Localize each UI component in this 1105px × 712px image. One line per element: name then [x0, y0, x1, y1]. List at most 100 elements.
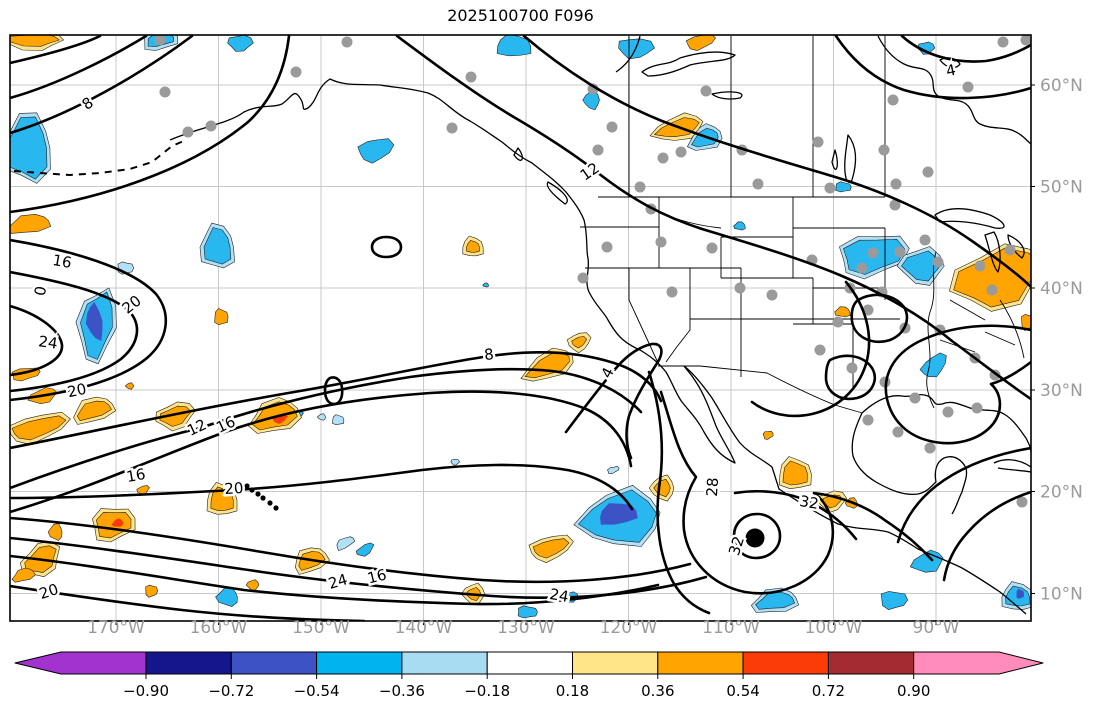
coastline-path — [1007, 234, 1025, 259]
station-dot — [601, 241, 613, 253]
contour-lines — [10, 35, 1031, 621]
colorbar-tick-label: −0.72 — [208, 682, 254, 700]
positive-anomaly-patch — [136, 485, 150, 496]
plot-title: 2025100700 F096 — [447, 6, 594, 25]
contour-line — [824, 354, 877, 401]
contour-label: 24 — [37, 332, 58, 352]
station-dot — [657, 152, 669, 164]
station-dot — [634, 181, 646, 193]
hawaii-island — [255, 491, 261, 497]
negative-anomaly-patch — [317, 413, 326, 421]
station-dot — [974, 260, 986, 272]
hawaii-island — [244, 483, 250, 489]
contour-line — [10, 35, 148, 100]
colorbar-labels: −0.90 −0.72 −0.54 −0.36 −0.18 0.18 0.36 0.54 0.7… — [123, 674, 930, 700]
y-axis-tick-label: 10°N — [1040, 585, 1083, 605]
state-border-path — [628, 36, 886, 197]
station-dot — [924, 442, 936, 454]
hawaii-island — [273, 505, 279, 511]
coastline-path — [984, 231, 1001, 273]
station-dots — [154, 35, 1031, 508]
coastline-path — [861, 393, 1031, 453]
contour-line — [10, 304, 64, 377]
positive-anomaly-patch — [10, 35, 60, 47]
anomaly-patch-core — [600, 503, 638, 525]
positive-anomaly-patch — [11, 415, 67, 441]
station-dot — [606, 121, 618, 133]
anomaly-patch-core — [111, 518, 124, 527]
x-axis-tick-label: 110°W — [702, 618, 760, 638]
positive-anomaly-patch — [214, 308, 229, 325]
contour-line — [733, 490, 858, 541]
negative-anomaly-patch — [835, 181, 852, 193]
colorbar-tick-label: 0.54 — [726, 682, 759, 700]
coastline-path — [993, 459, 1031, 473]
anomaly-patch-core — [85, 302, 103, 341]
station-dot — [962, 81, 974, 93]
positive-anomaly-patch — [159, 405, 192, 427]
state-borders — [580, 36, 1025, 414]
station-dot — [290, 66, 302, 78]
contour-line — [647, 370, 711, 615]
station-dot — [577, 272, 589, 284]
negative-anomaly-patch — [755, 591, 795, 610]
station-dot — [997, 36, 1009, 48]
coastline-path — [169, 78, 1027, 615]
positive-anomaly-patch — [11, 567, 36, 583]
state-border-path — [926, 251, 937, 409]
negative-anomaly-patch — [880, 591, 908, 610]
station-dot — [205, 120, 217, 132]
colorbar-segment — [486, 651, 573, 675]
contour-label: 16 — [51, 251, 73, 272]
contour-label: 16 — [125, 465, 147, 486]
anomaly-patch-core — [272, 414, 288, 424]
station-dot — [341, 36, 353, 48]
contour-line — [10, 516, 692, 584]
contour-line — [900, 35, 1031, 63]
station-dot — [592, 144, 604, 156]
contour-line — [395, 35, 1031, 401]
station-dot — [182, 126, 194, 138]
cyclone-marker — [745, 528, 765, 548]
positive-anomaly-patch — [77, 400, 112, 421]
colorbar-right-arrow — [913, 651, 1044, 675]
contour-line — [564, 342, 663, 460]
coastlines — [13, 35, 1031, 615]
contour-line — [942, 490, 1031, 582]
station-dot — [919, 234, 931, 246]
station-dot — [814, 344, 826, 356]
station-dot — [909, 392, 921, 404]
negative-anomaly-patch — [336, 536, 356, 551]
colorbar-segment — [401, 651, 488, 675]
negative-anomaly-patch — [355, 542, 375, 557]
station-dot — [892, 426, 904, 438]
station-dot — [446, 122, 458, 134]
colorbar-segment — [742, 651, 829, 675]
colorbar-segment — [145, 651, 232, 675]
station-dot — [856, 262, 868, 274]
station-dot — [932, 256, 944, 268]
positive-anomaly-patch — [782, 460, 808, 486]
coastline-path — [546, 181, 568, 205]
coastline-path — [934, 207, 1005, 229]
colorbar-segment — [827, 651, 915, 675]
contour-line — [10, 350, 663, 450]
station-dot — [734, 282, 746, 294]
station-dot — [832, 316, 844, 328]
colorbar-segment — [657, 651, 744, 675]
x-axis-tick-label: 90°W — [913, 618, 960, 638]
contour-line — [10, 270, 139, 393]
station-dot — [675, 146, 687, 158]
station-dot — [942, 406, 954, 418]
positive-anomaly-patch — [47, 523, 63, 541]
station-dot — [890, 178, 902, 190]
station-dot — [862, 414, 874, 426]
contour-line — [370, 235, 403, 259]
positive-anomaly-patch — [1021, 314, 1031, 331]
colorbar-tick-label: 0.18 — [556, 682, 589, 700]
coastline-path — [711, 91, 743, 100]
x-axis-tick-label: 100°W — [805, 618, 863, 638]
contour-line — [10, 35, 194, 135]
